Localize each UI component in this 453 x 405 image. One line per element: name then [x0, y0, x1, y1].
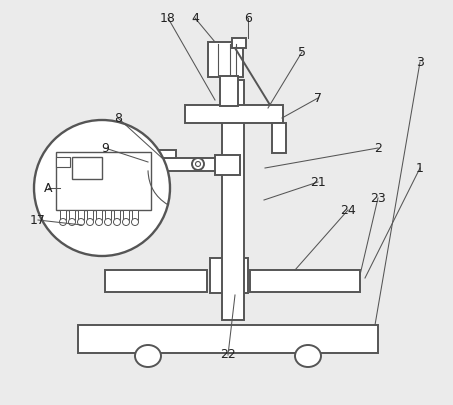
Text: 5: 5	[298, 45, 306, 58]
Circle shape	[114, 219, 120, 226]
Bar	[56, 152, 151, 210]
Bar	[96, 210, 102, 220]
Bar	[60, 210, 66, 220]
Bar	[72, 157, 102, 179]
Bar	[148, 150, 176, 158]
Bar	[78, 210, 84, 220]
Text: A: A	[44, 181, 52, 194]
Text: 4: 4	[191, 11, 199, 24]
Bar	[87, 210, 93, 220]
Text: 23: 23	[370, 192, 386, 205]
Bar	[105, 270, 207, 292]
Bar	[105, 210, 111, 220]
Bar	[272, 123, 286, 153]
Circle shape	[196, 162, 201, 166]
Text: 9: 9	[101, 141, 109, 154]
Text: 18: 18	[160, 11, 176, 24]
Circle shape	[122, 219, 130, 226]
Ellipse shape	[135, 345, 161, 367]
Text: 2: 2	[374, 141, 382, 154]
Text: 17: 17	[30, 213, 46, 226]
Bar	[148, 158, 224, 171]
Bar	[69, 210, 75, 220]
Text: 7: 7	[314, 92, 322, 104]
Bar	[132, 210, 138, 220]
Circle shape	[68, 219, 76, 226]
Circle shape	[96, 219, 102, 226]
Bar	[123, 210, 129, 220]
Circle shape	[77, 219, 85, 226]
Text: 24: 24	[340, 203, 356, 217]
Circle shape	[131, 219, 139, 226]
Bar	[222, 80, 244, 320]
Bar	[208, 42, 243, 77]
Text: 21: 21	[310, 175, 326, 188]
Text: 8: 8	[114, 111, 122, 124]
Circle shape	[34, 120, 170, 256]
Bar	[56, 157, 70, 167]
Text: 6: 6	[244, 11, 252, 24]
Ellipse shape	[295, 345, 321, 367]
Circle shape	[59, 219, 67, 226]
Bar	[78, 325, 378, 353]
Bar	[210, 258, 248, 293]
Circle shape	[87, 219, 93, 226]
Text: 22: 22	[220, 348, 236, 362]
Bar	[114, 210, 120, 220]
Circle shape	[105, 219, 111, 226]
Bar	[220, 76, 238, 106]
Circle shape	[192, 158, 204, 170]
Bar	[215, 155, 240, 175]
Bar	[185, 105, 283, 123]
Bar	[232, 38, 246, 48]
Bar	[250, 270, 360, 292]
Text: 3: 3	[416, 55, 424, 68]
Text: 1: 1	[416, 162, 424, 175]
